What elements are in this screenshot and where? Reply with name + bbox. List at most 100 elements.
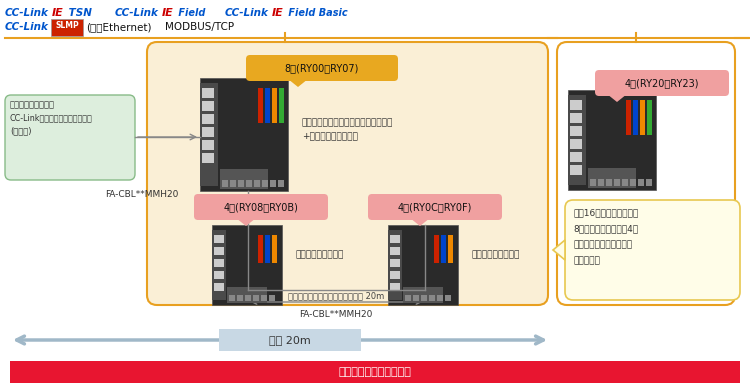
- FancyBboxPatch shape: [212, 225, 282, 305]
- Text: SLMP: SLMP: [56, 21, 79, 31]
- Text: CC-Link: CC-Link: [115, 8, 159, 18]
- Bar: [202, 140, 214, 150]
- Bar: [212, 230, 226, 300]
- Bar: [261, 295, 267, 301]
- Bar: [630, 179, 636, 186]
- Bar: [405, 295, 411, 301]
- FancyBboxPatch shape: [565, 200, 740, 300]
- Bar: [222, 180, 228, 187]
- Bar: [202, 127, 214, 137]
- FancyBboxPatch shape: [194, 194, 328, 220]
- Text: +デジタル信号変換器: +デジタル信号変換器: [302, 132, 358, 141]
- Bar: [590, 179, 596, 186]
- Bar: [413, 295, 419, 301]
- Text: (出力用): (出力用): [10, 126, 32, 135]
- Bar: [448, 235, 453, 263]
- Bar: [390, 271, 400, 279]
- Bar: [229, 295, 235, 301]
- Text: IE: IE: [52, 8, 64, 18]
- Text: 4点(RY20～RY23): 4点(RY20～RY23): [625, 78, 699, 88]
- Bar: [220, 169, 268, 189]
- Text: CC-Link: CC-Link: [5, 8, 49, 18]
- Bar: [614, 179, 620, 186]
- Polygon shape: [553, 240, 565, 260]
- Text: 8点ベースユニット、4点: 8点ベースユニット、4点: [573, 224, 638, 233]
- Bar: [230, 180, 236, 187]
- Bar: [390, 247, 400, 255]
- Bar: [254, 180, 260, 187]
- Bar: [246, 180, 252, 187]
- Text: MODBUS/TCP: MODBUS/TCP: [165, 22, 234, 32]
- Bar: [202, 153, 214, 163]
- Bar: [200, 83, 218, 186]
- Bar: [258, 88, 263, 123]
- FancyBboxPatch shape: [200, 78, 288, 191]
- Bar: [570, 126, 582, 136]
- Bar: [570, 152, 582, 162]
- Bar: [202, 88, 214, 98]
- Bar: [606, 179, 612, 186]
- Bar: [570, 100, 582, 110]
- Text: ベースユニットを自由に: ベースユニットを自由に: [573, 240, 632, 249]
- Bar: [638, 179, 644, 186]
- Text: IE: IE: [162, 8, 174, 18]
- Text: 4点(RY08～RY0B): 4点(RY08～RY0B): [224, 202, 298, 212]
- Bar: [272, 88, 277, 123]
- Bar: [202, 114, 214, 124]
- FancyBboxPatch shape: [595, 70, 729, 96]
- Bar: [227, 287, 267, 303]
- FancyBboxPatch shape: [147, 42, 548, 305]
- Bar: [278, 180, 284, 187]
- Bar: [253, 295, 259, 301]
- Bar: [390, 235, 400, 243]
- Bar: [390, 283, 400, 291]
- Text: 標準品以外にも対応可能: 標準品以外にも対応可能: [338, 367, 412, 377]
- Polygon shape: [236, 218, 256, 226]
- Bar: [588, 168, 636, 188]
- Bar: [403, 287, 443, 303]
- Text: ネットワークインタフェースユニット: ネットワークインタフェースユニット: [302, 118, 393, 127]
- Bar: [202, 101, 214, 111]
- Bar: [437, 295, 443, 301]
- Bar: [434, 235, 439, 263]
- Bar: [421, 295, 427, 301]
- Text: TSN: TSN: [65, 8, 92, 18]
- Bar: [622, 179, 628, 186]
- FancyBboxPatch shape: [568, 90, 656, 190]
- Bar: [270, 180, 276, 187]
- Bar: [388, 230, 402, 300]
- Bar: [262, 180, 268, 187]
- Bar: [570, 139, 582, 149]
- FancyBboxPatch shape: [557, 42, 735, 305]
- Text: Field: Field: [175, 8, 206, 18]
- Polygon shape: [607, 94, 627, 102]
- Text: CC-Linkインタフェースユニット: CC-Linkインタフェースユニット: [10, 113, 93, 122]
- Text: FA-CBL**MMH20: FA-CBL**MMH20: [105, 190, 178, 199]
- Bar: [441, 235, 446, 263]
- Text: CC-Link: CC-Link: [5, 22, 49, 32]
- Text: 合計16点以内であれば、: 合計16点以内であれば、: [573, 208, 638, 217]
- Text: FA-CBL**MMH20: FA-CBL**MMH20: [299, 310, 373, 319]
- Bar: [279, 88, 284, 123]
- Bar: [390, 259, 400, 267]
- Bar: [626, 100, 631, 135]
- FancyBboxPatch shape: [5, 95, 135, 180]
- Text: デジタル信号変換器: デジタル信号変換器: [10, 100, 55, 109]
- Polygon shape: [410, 218, 430, 226]
- Bar: [640, 100, 645, 135]
- Text: CC-Link: CC-Link: [225, 8, 268, 18]
- Text: シーケンサユニットからの総延長 20m: シーケンサユニットからの総延長 20m: [288, 291, 384, 300]
- Bar: [269, 295, 275, 301]
- FancyBboxPatch shape: [368, 194, 502, 220]
- FancyBboxPatch shape: [51, 19, 83, 36]
- Bar: [272, 235, 277, 263]
- Text: 組合せ可能: 組合せ可能: [573, 256, 600, 265]
- Bar: [214, 235, 224, 243]
- Text: 最大 20m: 最大 20m: [269, 335, 310, 345]
- Bar: [214, 247, 224, 255]
- Bar: [647, 100, 652, 135]
- Text: Field Basic: Field Basic: [285, 8, 347, 18]
- Bar: [265, 88, 270, 123]
- Bar: [258, 235, 263, 263]
- Bar: [238, 180, 244, 187]
